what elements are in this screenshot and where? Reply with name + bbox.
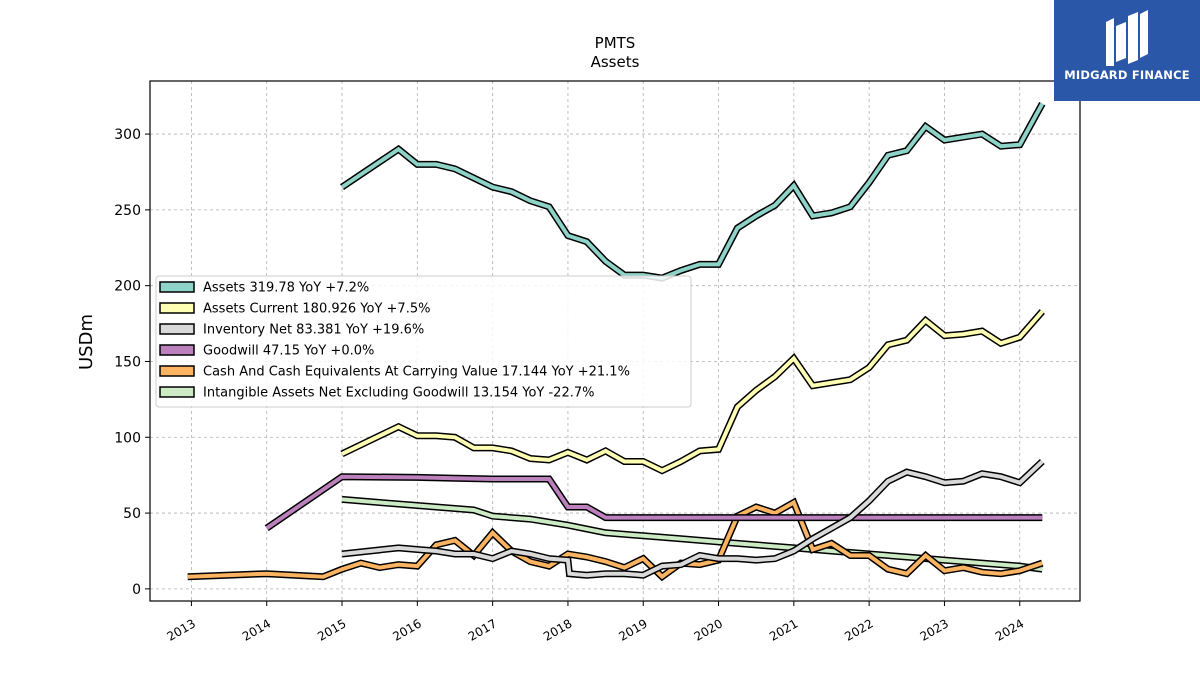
y-axis-label: USDm: [76, 314, 97, 370]
legend-swatch: [159, 365, 195, 377]
legend-item: Assets Current 180.926 YoY +7.5%: [159, 302, 430, 317]
chart-subtitle: Assets: [591, 53, 640, 71]
y-tick-label: 300: [114, 127, 141, 143]
legend-swatch: [159, 323, 195, 335]
legend-label: Assets Current 180.926 YoY +7.5%: [203, 302, 430, 317]
series-line: [341, 310, 1044, 473]
chart-title: PMTS: [595, 34, 636, 52]
legend: Assets 319.78 YoY +7.2% Assets Current 18…: [155, 275, 692, 408]
series-cash-and-cash-equivalents-at-carrying-value: [187, 497, 1044, 582]
series-line: [187, 499, 1043, 580]
series-line: [265, 474, 1043, 530]
y-tick-label: 0: [132, 582, 141, 598]
series-line: [340, 102, 1045, 281]
series-assets-current: [340, 309, 1045, 475]
brand-mark-icon: [1106, 10, 1148, 66]
y-tick-label: 50: [123, 506, 141, 522]
series-line: [341, 460, 1044, 578]
series-goodwill: [264, 473, 1043, 532]
brand-logo: MIDGARD FINANCE: [1054, 0, 1200, 101]
legend-label: Cash And Cash Equivalents At Carrying Va…: [203, 365, 630, 380]
legend-swatch: [159, 344, 195, 356]
legend-item: Inventory Net 83.381 YoY +19.6%: [159, 323, 424, 338]
legend-box: [155, 275, 692, 408]
legend-item: Goodwill 47.15 YoY +0.0%: [159, 344, 374, 359]
legend-label: Inventory Net 83.381 YoY +19.6%: [203, 323, 424, 338]
legend-item: Intangible Assets Net Excluding Goodwill…: [159, 386, 594, 401]
legend-label: Goodwill 47.15 YoY +0.0%: [203, 344, 374, 359]
series-inventory-net: [341, 458, 1045, 579]
legend-item: Assets 319.78 YoY +7.2%: [159, 281, 369, 296]
y-tick-label: 150: [114, 354, 141, 370]
legend-swatch: [159, 281, 195, 293]
legend-swatch: [159, 386, 195, 398]
plot-area: 2013 2014 2015 2016 2017 2018 2019 2020 2021 2022…: [114, 80, 1081, 644]
y-tick-label: 250: [114, 203, 141, 219]
brand-name: MIDGARD FINANCE: [1064, 68, 1190, 82]
y-tick-label: 100: [114, 430, 141, 446]
legend-label: Intangible Assets Net Excluding Goodwill…: [203, 386, 594, 401]
legend-item: Cash And Cash Equivalents At Carrying Va…: [159, 365, 630, 380]
series-assets: [340, 102, 1046, 282]
legend-swatch: [159, 302, 195, 314]
y-tick-label: 200: [114, 279, 141, 295]
legend-label: Assets 319.78 YoY +7.2%: [203, 281, 369, 296]
axes-frame: [149, 80, 1081, 602]
